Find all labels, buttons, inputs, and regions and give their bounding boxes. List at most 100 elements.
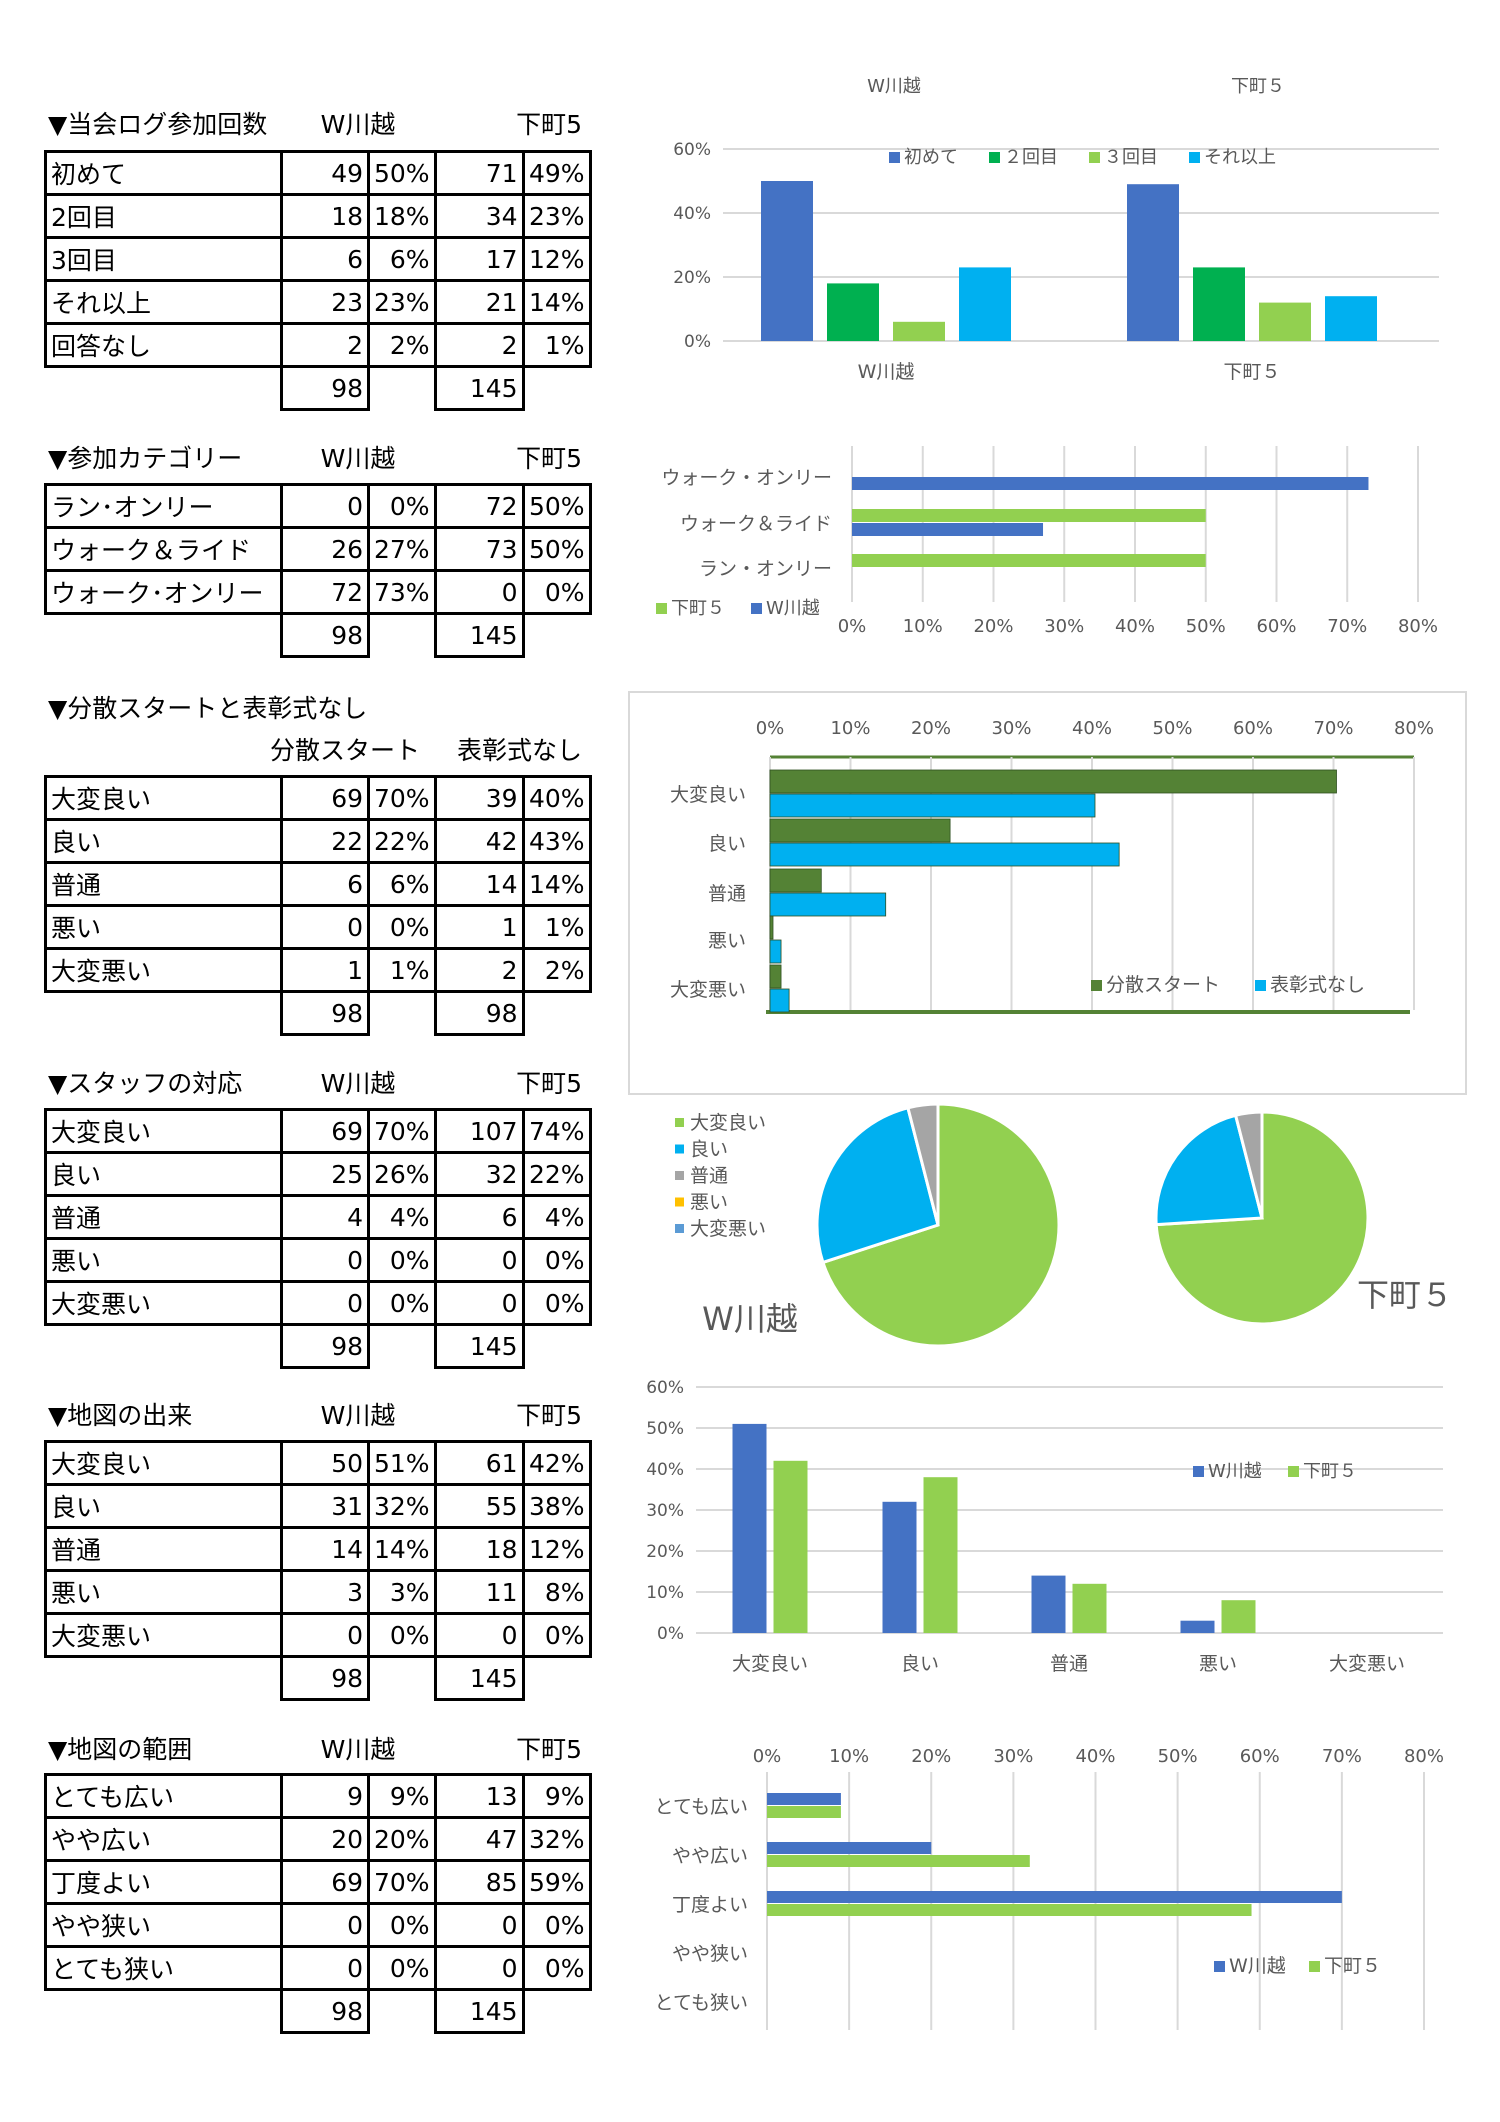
table-cell: 69 [280,1859,370,1905]
empty-cell [46,1657,282,1700]
table-cell: 良い [44,818,283,864]
x-tick-label: 70% [1322,1746,1362,1767]
x-tick-label: 40% [1115,616,1155,637]
x-tick-label: 0% [838,616,867,637]
x-tick-label: 50% [1186,616,1226,637]
table-cell: 0 [280,904,370,950]
total-cell: 98 [280,1656,370,1701]
table-cell: 47 [433,1816,525,1862]
legend-swatch [1255,980,1266,991]
bar [1127,184,1179,341]
table-cell: 69 [280,1108,370,1154]
bar [769,769,1337,794]
total-cell: 98 [280,1324,370,1369]
legend-label: ３回目 [1104,147,1158,168]
pie-slice [906,1102,940,1226]
table-cell: 0% [367,904,437,950]
table-cell: 31 [280,1483,370,1529]
table-cell: 23 [280,279,370,325]
bar [769,892,887,917]
y-category-label: 良い [708,833,746,855]
y-tick-label: 10% [646,1583,684,1603]
table-cell: 69 [280,775,370,821]
table-row: 初めて 49 50% 71 49% [44,150,592,196]
y-category-label: やや広い [672,1845,748,1867]
table-row: 良い 22 22% 42 43% [44,818,592,864]
column-header: 下町5 [516,1069,582,1098]
legend-swatch [1189,152,1200,163]
legend-label: W川越 [766,598,820,619]
column-header: 表彰式なし [456,736,582,765]
bar [923,1477,958,1633]
table-cell: 72 [433,483,525,529]
legend-swatch [889,152,900,163]
table-cell: 0% [521,1945,592,1991]
table-cell: 0 [280,1902,370,1948]
table-cell: 0 [433,569,525,615]
table-cell: 0 [433,1902,525,1948]
y-tick-label: 20% [673,268,711,288]
x-tick-label: 30% [1044,616,1084,637]
table-cell: 0 [433,1280,525,1326]
table-cell: 6% [367,236,437,282]
section-title: ▼地図の出来 [48,1401,193,1430]
table-cell: 14% [521,279,592,325]
table-row: 大変悪い 1 1% 2 2% [44,947,592,993]
section-title: ▼地図の範囲 [48,1735,193,1764]
x-tick-label: 20% [973,616,1013,637]
table-cell: 12% [521,1526,592,1572]
total-cell: 145 [433,1989,525,2034]
table-cell: 21 [433,279,525,325]
x-category-label: 大変悪い [1329,1653,1405,1675]
y-category-label: ラン・オンリー [699,558,832,580]
total-cell: 98 [280,366,370,411]
table-row: 普通 14 14% 18 12% [44,1526,592,1572]
data-table: ラン･オンリー 0 0% 72 50% ウォーク＆ライド 26 27% 73 50% ウォーク･オン… [44,483,592,658]
bar [769,868,822,893]
table-cell: 38% [521,1483,592,1529]
y-tick-label: 40% [673,204,711,224]
bar [732,1423,767,1633]
table-row: 悪い 3 3% 11 8% [44,1569,592,1615]
table-cell: 悪い [44,1569,283,1615]
table-cell: 32% [521,1816,592,1862]
table-cell: 20 [280,1816,370,1862]
bar [767,1793,841,1805]
x-category-label: 普通 [1050,1653,1088,1675]
table-cell: 2% [521,947,592,993]
empty-cell [46,367,282,410]
x-tick-label: 50% [1158,1746,1198,1767]
table-cell: 0 [433,1945,525,1991]
bar [767,1891,1342,1903]
total-row: 98 98 [46,991,591,1036]
y-category-label: やや狭い [672,1943,748,1965]
table-row: 良い 25 26% 32 22% [44,1151,592,1197]
column-header: W川越 [320,1735,396,1764]
table-cell: 73% [367,569,437,615]
table-row: 大変良い 69 70% 107 74% [44,1108,592,1154]
table-cell: 55 [433,1483,525,1529]
table-cell: 39 [433,775,525,821]
legend-label: 初めて [904,147,958,168]
table-cell: 14 [280,1526,370,1572]
table-cell: 9 [280,1773,370,1819]
pie-slice [815,1105,940,1265]
legend-swatch [1193,1466,1204,1477]
bar [852,554,1206,567]
empty-cell [369,614,436,657]
table-row: 大変良い 50 51% 61 42% [44,1440,592,1486]
legend-label: ２回目 [1004,147,1058,168]
data-table: 初めて 49 50% 71 49% 2回目 18 18% 34 23% 3回目 6 6% 17 12% それ以… [44,150,592,411]
table-cell: 13 [433,1773,525,1819]
empty-cell [369,1990,436,2033]
table-cell: 1 [280,947,370,993]
table-cell: 大変良い [44,775,283,821]
table-cell: 25 [280,1151,370,1197]
x-category-label: 下町５ [1223,361,1280,383]
table-cell: 2 [433,322,525,368]
table-cell: 4% [367,1194,437,1240]
table-cell: 72 [280,569,370,615]
chart-border [628,691,1467,1095]
section-title: ▼当会ログ参加回数 [48,110,268,139]
